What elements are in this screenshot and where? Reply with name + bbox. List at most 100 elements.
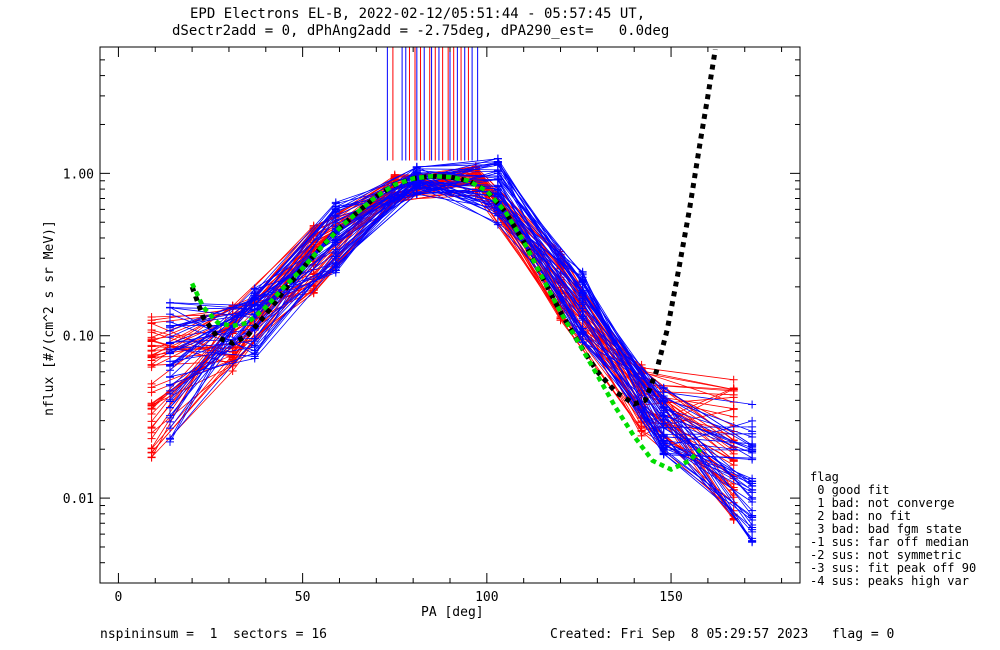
blue-series-point <box>331 211 340 220</box>
blue-series-point <box>493 220 502 229</box>
blue-series-point <box>412 188 421 197</box>
blue-series-point <box>331 265 340 274</box>
blue-series-point <box>250 306 259 315</box>
red-series-sweep <box>147 177 738 480</box>
red-series-point <box>147 383 156 392</box>
blue-series-point <box>748 516 757 525</box>
blue-series-line <box>169 169 753 435</box>
red-series-point <box>147 328 156 337</box>
blue-series-point <box>166 303 174 312</box>
blue-series-point <box>166 413 174 422</box>
red-series-point <box>147 316 156 325</box>
x-tick-label: 150 <box>659 590 682 605</box>
blue-series-point <box>659 450 668 459</box>
blue-series-point <box>748 432 757 441</box>
chart-title-line1: EPD Electrons EL-B, 2022-02-12/05:51:44 … <box>190 6 646 22</box>
blue-series-line <box>169 176 753 438</box>
flag-legend-item: -1 sus: far off median <box>810 535 969 549</box>
red-series-point <box>147 417 156 426</box>
blue-series-point <box>250 341 259 350</box>
blue-series-point <box>748 497 757 506</box>
blue-series-point <box>412 163 421 172</box>
blue-series-line <box>169 184 753 543</box>
footer-left: nspininsum = 1 sectors = 16 <box>100 627 327 642</box>
blue-series-point <box>578 314 587 323</box>
red-series-point <box>228 355 237 364</box>
blue-series-point <box>166 333 174 342</box>
y-tick-label: 0.01 <box>63 492 94 507</box>
blue-series-line <box>169 187 753 491</box>
red-series-line <box>151 169 734 390</box>
red-series-sweep <box>147 186 738 495</box>
blue-series-line <box>169 173 753 503</box>
blue-series-line <box>169 158 753 449</box>
sweep-curves <box>147 154 757 547</box>
blue-series-point <box>578 298 587 307</box>
blue-series-point <box>166 366 174 375</box>
chart-title-line2: dSectr2add = 0, dPhAng2add = -2.75deg, d… <box>172 23 670 39</box>
red-series-sweep <box>147 175 738 444</box>
flag-legend-item: -2 sus: not symmetric <box>810 548 962 562</box>
blue-series-line <box>169 183 753 452</box>
flag-legend-item: -3 sus: fit peak off 90 <box>810 561 977 575</box>
flag-legend-item: 2 bad: no fit <box>810 509 912 523</box>
flag-legend-item: 1 bad: not converge <box>810 496 955 510</box>
red-series-point <box>729 404 738 413</box>
blue-series-line <box>169 172 753 526</box>
red-series-point <box>147 401 156 410</box>
red-series-sweep <box>147 174 738 494</box>
blue-series-line <box>169 181 753 428</box>
blue-series-point <box>166 380 174 389</box>
blue-series-line <box>169 179 753 446</box>
fit-curve-green <box>190 173 703 472</box>
axes: 0 50 100 150 0.01 0.10 1.00 <box>63 46 801 605</box>
peak-markers <box>386 47 479 161</box>
blue-series-point <box>748 400 757 409</box>
blue-series-point <box>748 441 757 450</box>
blue-series-point <box>659 423 668 432</box>
x-tick-label: 0 <box>115 590 123 605</box>
flag-legend-item: 0 good fit <box>810 483 890 497</box>
red-series-point <box>147 448 156 457</box>
blue-series-point <box>578 328 587 337</box>
blue-series-point <box>493 211 502 220</box>
blue-series-point <box>250 285 259 294</box>
blue-series-point <box>748 525 757 534</box>
blue-series-point <box>166 434 174 443</box>
blue-series-sweep <box>166 180 757 525</box>
blue-series-point <box>166 397 174 406</box>
blue-series-line <box>169 184 753 521</box>
blue-series-point <box>578 290 587 299</box>
blue-series-point <box>659 404 668 413</box>
blue-series-line <box>169 179 753 541</box>
blue-series-point <box>493 169 502 178</box>
red-series-point <box>729 375 738 384</box>
blue-series-point <box>493 182 502 191</box>
blue-series-point <box>748 538 757 547</box>
blue-series-line <box>169 158 753 446</box>
red-series-point <box>729 412 738 421</box>
red-series-line <box>151 165 734 461</box>
blue-series-point <box>412 180 421 189</box>
red-series-point <box>729 385 738 394</box>
red-series-point <box>147 363 156 372</box>
red-series-point <box>637 427 646 436</box>
fit-curve-black <box>189 49 718 407</box>
x-tick-label: 50 <box>295 590 311 605</box>
red-series-line <box>151 166 734 396</box>
red-series-point <box>147 428 156 437</box>
footer-right: Created: Fri Sep 8 05:29:57 2023 flag = … <box>550 627 895 642</box>
fit-curves <box>189 49 718 472</box>
flag-legend-item: -4 sus: peaks high var <box>810 574 969 588</box>
blue-series-point <box>659 436 668 445</box>
blue-series-sweep <box>166 178 757 432</box>
red-series-sweep <box>147 170 738 502</box>
blue-series-line <box>169 185 753 482</box>
red-series-sweep <box>147 169 738 523</box>
y-axis-label: nflux [#/(cm^2 s sr MeV)] <box>42 220 57 416</box>
red-series-line <box>151 175 735 521</box>
blue-series-point <box>250 350 259 359</box>
blue-series-line <box>169 179 753 539</box>
y-tick-label: 0.10 <box>63 330 94 345</box>
blue-series-point <box>331 202 340 211</box>
